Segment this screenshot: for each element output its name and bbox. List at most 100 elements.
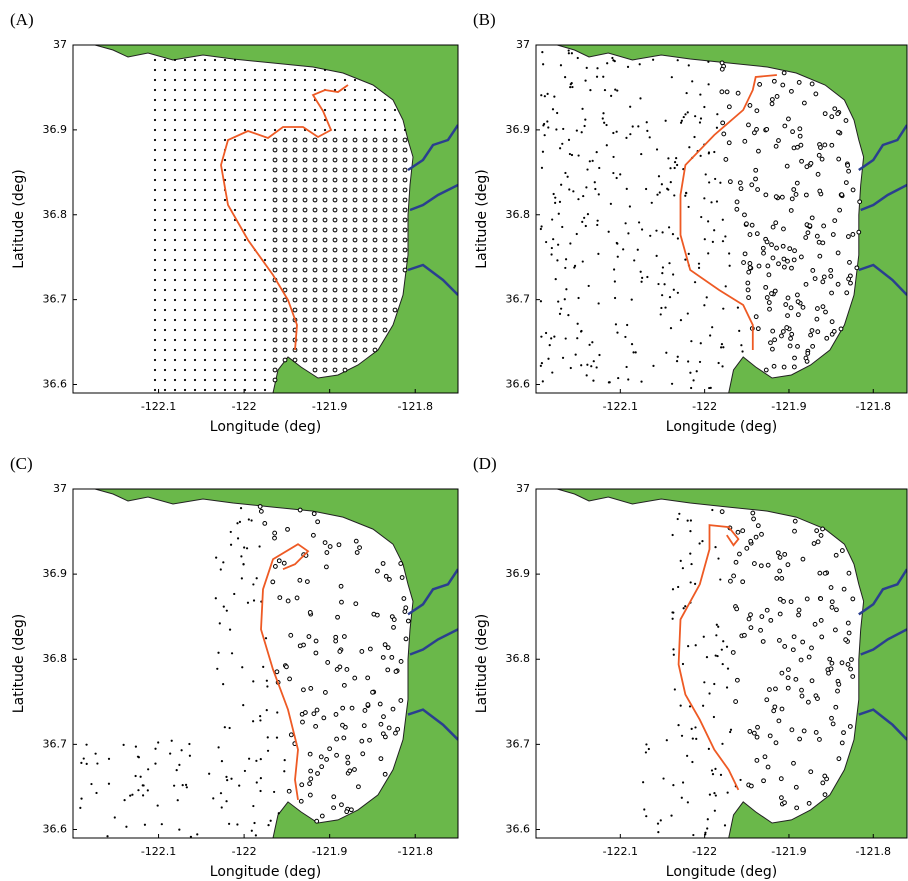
particle xyxy=(241,666,244,669)
particle xyxy=(402,247,408,253)
particle xyxy=(739,778,742,782)
particle xyxy=(841,586,847,592)
particle xyxy=(153,318,157,322)
particle xyxy=(183,148,187,152)
particle xyxy=(845,620,851,626)
particle xyxy=(380,655,386,660)
particle xyxy=(322,347,328,353)
particle xyxy=(609,202,612,205)
particle xyxy=(332,157,338,163)
particle xyxy=(392,197,398,203)
particle xyxy=(810,343,816,349)
particle xyxy=(80,761,83,765)
x-tick-label: -122.1 xyxy=(141,400,176,413)
particle xyxy=(829,114,835,120)
particle xyxy=(729,730,732,734)
particle xyxy=(630,298,633,301)
particle xyxy=(362,137,368,143)
particle xyxy=(183,218,187,222)
particle xyxy=(362,247,368,253)
particle xyxy=(263,378,267,382)
particle xyxy=(311,511,317,517)
particle xyxy=(214,597,217,600)
particle xyxy=(238,784,241,787)
particle xyxy=(352,277,358,283)
particle xyxy=(585,186,588,189)
particle xyxy=(754,108,760,114)
particle xyxy=(183,308,187,312)
particle xyxy=(223,118,227,122)
particle xyxy=(233,178,237,182)
particle xyxy=(242,704,245,707)
particle xyxy=(173,248,177,252)
particle xyxy=(605,123,608,127)
particle xyxy=(263,138,267,142)
particle xyxy=(822,773,828,779)
particle xyxy=(820,526,825,532)
particle xyxy=(263,68,267,72)
particle xyxy=(805,699,811,705)
x-tick-label: -121.8 xyxy=(397,400,432,413)
particle xyxy=(685,91,688,95)
particle xyxy=(312,177,318,183)
particle xyxy=(312,267,318,273)
particle xyxy=(785,258,790,264)
particle xyxy=(709,334,712,337)
land xyxy=(557,489,907,838)
particle xyxy=(312,247,318,253)
particle xyxy=(391,617,397,622)
particle xyxy=(332,217,338,223)
particle xyxy=(389,654,395,660)
particle xyxy=(723,824,727,827)
particle xyxy=(276,558,282,564)
particle xyxy=(686,312,689,315)
particle xyxy=(253,268,257,272)
particle xyxy=(363,128,367,132)
particle xyxy=(708,181,711,184)
particle xyxy=(786,116,791,122)
particle xyxy=(711,773,715,776)
particle xyxy=(603,88,607,92)
particle xyxy=(300,719,305,725)
particle xyxy=(796,607,802,613)
particle xyxy=(677,724,680,727)
particle xyxy=(219,568,222,571)
particle xyxy=(380,731,386,737)
particle xyxy=(767,733,773,739)
y-tick-label: 37 xyxy=(516,38,530,51)
particle xyxy=(829,715,834,721)
particle xyxy=(372,157,378,163)
particle xyxy=(283,118,287,122)
particle xyxy=(554,201,557,205)
particle xyxy=(233,88,237,92)
particle xyxy=(263,98,267,102)
particle xyxy=(585,66,588,69)
particle xyxy=(770,224,776,230)
particle xyxy=(676,237,679,240)
particle xyxy=(253,338,257,342)
particle xyxy=(113,816,116,819)
y-tick-label: 36.7 xyxy=(506,737,531,750)
particle xyxy=(362,177,368,183)
particle xyxy=(213,188,217,192)
particle xyxy=(302,177,308,183)
particle xyxy=(395,726,401,732)
particle xyxy=(567,138,571,141)
particle xyxy=(342,367,348,373)
particle xyxy=(263,168,267,172)
particle xyxy=(675,157,678,160)
particle xyxy=(253,128,257,132)
particle xyxy=(612,131,615,135)
particle xyxy=(312,167,318,173)
particle xyxy=(322,187,328,193)
particle xyxy=(282,207,288,213)
particle xyxy=(294,595,300,601)
particle xyxy=(382,771,388,777)
particle xyxy=(779,670,785,676)
x-tick-label: -121.8 xyxy=(856,400,891,413)
particle xyxy=(594,187,597,191)
particle xyxy=(577,198,580,201)
particle xyxy=(293,78,297,82)
particle xyxy=(243,98,247,102)
particle xyxy=(292,307,298,313)
